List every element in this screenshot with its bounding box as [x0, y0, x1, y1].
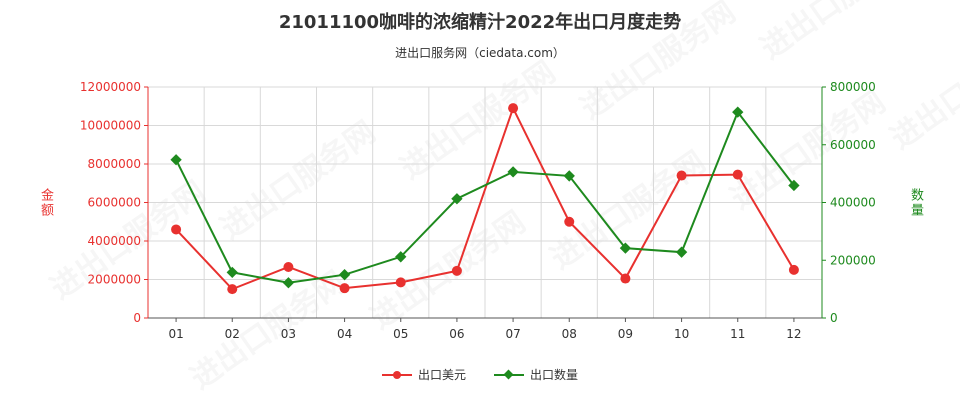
left-axis-title: 金额: [38, 188, 53, 218]
left-axis-tick-label: 12000000: [80, 80, 141, 94]
x-axis-tick-label: 05: [393, 327, 408, 341]
x-axis-tick-label: 04: [337, 327, 352, 341]
legend: 出口美元 出口数量: [0, 366, 960, 383]
series-line-1: [175, 110, 795, 284]
legend-item-export-usd[interactable]: 出口美元: [381, 366, 466, 383]
chart-title: 21011100咖啡的浓缩精汁2022年出口月度走势: [278, 12, 682, 33]
series-point-1: [395, 251, 407, 263]
series-point-1: [451, 193, 463, 205]
right-axis-title: 数量: [908, 188, 923, 218]
x-axis-tick-label: 11: [730, 327, 745, 341]
series-point-1: [282, 277, 295, 289]
left-axis-tick-label: 10000000: [80, 119, 141, 133]
legend-label-export-usd: 出口美元: [417, 368, 466, 382]
series-point-0: [732, 169, 743, 180]
right-axis-tick-label: 400000: [830, 196, 876, 210]
series-point-0: [620, 273, 631, 284]
watermark-text: 进出口服务网: [755, 0, 923, 67]
legend-label-export-qty: 出口数量: [530, 368, 579, 382]
series-point-0: [508, 103, 519, 114]
series-point-1: [619, 242, 632, 254]
left-axis-tick-label: 8000000: [88, 157, 141, 171]
series-point-1: [226, 266, 238, 279]
left-axis-tick-label: 6000000: [88, 196, 141, 210]
series-point-1: [170, 154, 182, 166]
series-point-0: [283, 261, 294, 272]
series-point-1: [788, 179, 800, 192]
x-axis-tick-label: 06: [449, 327, 464, 341]
watermark-text: 进出口服务网: [885, 25, 960, 157]
chart-subtitle: 进出口服务网（ciedata.com）: [395, 46, 565, 60]
series-point-0: [171, 224, 182, 235]
x-axis-tick-label: 12: [786, 327, 801, 341]
legend-swatch-export-qty: [494, 369, 524, 380]
watermark-text: 进出口服务网: [395, 55, 563, 187]
watermark-text: 进出口服务网: [215, 115, 383, 247]
series-point-0: [227, 284, 238, 295]
legend-item-export-qty[interactable]: 出口数量: [494, 366, 578, 383]
series-point-0: [564, 216, 575, 227]
watermark-text: 进出口服务网: [575, 0, 743, 127]
series-point-1: [507, 166, 519, 178]
x-axis-tick-label: 09: [618, 327, 633, 341]
series-point-1: [675, 246, 688, 258]
right-axis-tick-label: 200000: [830, 253, 876, 267]
x-axis-tick-label: 10: [674, 327, 689, 341]
x-axis-tick-label: 08: [562, 327, 577, 341]
x-axis-tick-label: 07: [505, 327, 520, 341]
watermark-text: 进出口服务网: [365, 205, 533, 337]
left-axis-tick-label: 0: [133, 311, 141, 325]
series-line-0: [175, 105, 795, 291]
series-point-1: [563, 170, 575, 182]
series-point-0: [451, 265, 462, 276]
right-axis-tick-label: 600000: [830, 138, 876, 152]
series-point-1: [338, 269, 351, 281]
right-axis-tick-label: 800000: [830, 80, 876, 94]
x-axis-tick-label: 03: [281, 327, 296, 341]
right-axis-tick-label: 0: [830, 311, 838, 325]
left-axis-tick-label: 2000000: [88, 273, 141, 287]
x-axis-tick-label: 02: [225, 327, 240, 341]
series-point-0: [339, 283, 350, 294]
left-axis-tick-label: 4000000: [88, 234, 141, 248]
series-point-0: [788, 264, 799, 275]
x-axis-tick-label: 01: [168, 327, 183, 341]
series-point-0: [395, 277, 406, 288]
series-point-0: [676, 170, 687, 181]
legend-swatch-export-usd: [381, 370, 412, 380]
